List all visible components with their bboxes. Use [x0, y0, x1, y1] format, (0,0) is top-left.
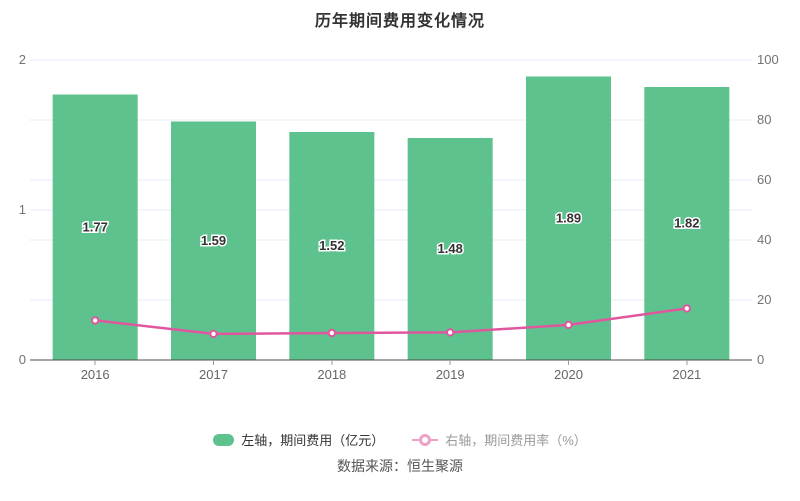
bar-value-label: 1.77: [83, 219, 108, 234]
data-point-marker: [209, 329, 218, 339]
bar-swatch-icon: [213, 433, 235, 446]
bar: [644, 87, 730, 360]
y-axis-right-label: 80: [757, 112, 771, 127]
bar: [526, 76, 611, 360]
data-point-marker: [445, 328, 455, 337]
x-axis-label: 2020: [554, 367, 583, 382]
y-axis-left-label: 1: [19, 202, 26, 217]
data-point-marker: [682, 304, 692, 313]
legend-item-expense-rate[interactable]: 右轴，期间费用率（%）: [412, 430, 587, 449]
legend-label: 右轴，期间费用率（%）: [445, 433, 587, 448]
legend-item-period-expense[interactable]: 左轴，期间费用（亿元）: [213, 430, 384, 449]
bar: [289, 132, 375, 360]
line-marker-icon: [412, 433, 439, 446]
bar-value-label: 1.89: [556, 210, 581, 225]
y-axis-right-label: 40: [757, 232, 771, 247]
y-axis-left-label: 2: [19, 52, 26, 67]
trend-line: [93, 307, 689, 336]
bar: [52, 94, 138, 360]
x-axis-label: 2016: [81, 367, 110, 382]
y-axis-right-label: 60: [757, 172, 771, 187]
bar-value-label: 1.52: [319, 238, 344, 253]
legend: 左轴，期间费用（亿元） 右轴，期间费用率（%）: [0, 430, 800, 449]
bar: [171, 121, 256, 360]
x-axis-label: 2018: [317, 367, 346, 382]
legend-label: 左轴，期间费用（亿元）: [241, 433, 385, 448]
plot-area: 1.77 1.59 1.52 1.48 1.89 1.82 2016 2017 2018 2019…: [19, 52, 779, 382]
x-axis-label: 2017: [199, 367, 228, 382]
y-axis-left-label: 0: [19, 352, 26, 367]
data-source: 数据来源：恒生聚源: [337, 458, 463, 474]
x-axis-label: 2021: [672, 367, 701, 382]
bar-value-label: 1.59: [201, 233, 226, 248]
y-axis-right-label: 20: [757, 292, 771, 307]
y-axis-right-label: 0: [757, 352, 764, 367]
chart-title: 历年期间费用变化情况: [314, 13, 485, 30]
y-axis-right-label: 100: [757, 52, 779, 67]
bar-value-label: 1.48: [438, 241, 463, 256]
data-point-marker: [90, 316, 100, 325]
x-axis-label: 2019: [436, 367, 465, 382]
data-point-marker: [327, 328, 337, 338]
data-point-marker: [564, 320, 573, 330]
bar-value-label: 1.82: [674, 216, 699, 231]
bar: [407, 138, 493, 360]
